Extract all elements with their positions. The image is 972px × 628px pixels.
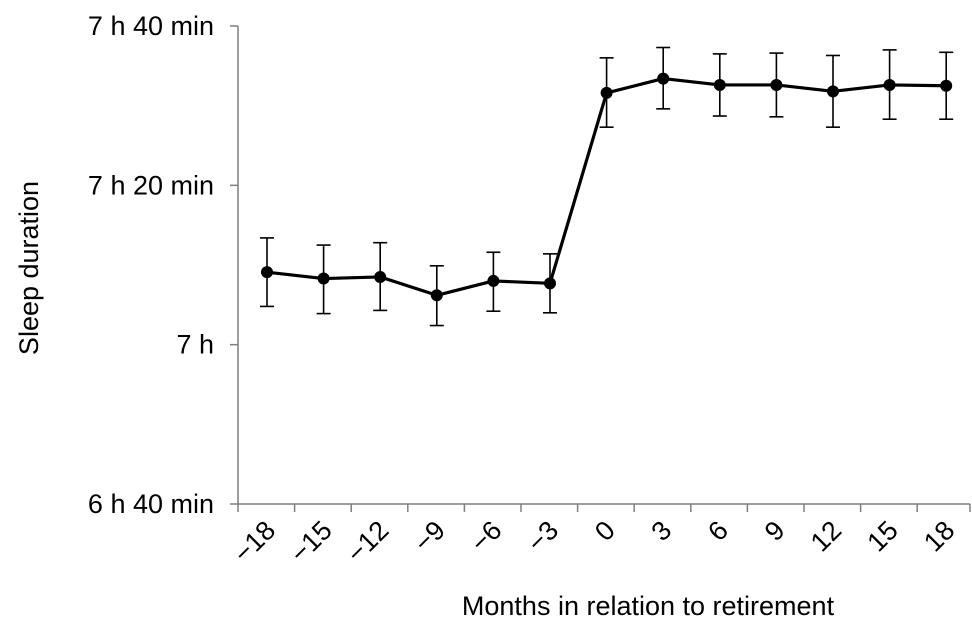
x-tick-label: −3 [521,515,564,558]
x-axis-ticks: −18 −15 −12 −9 −6 −3 0 3 6 9 12 15 18 [228,504,971,569]
x-tick-label: 9 [759,515,791,547]
data-point [657,72,670,85]
data-point [261,266,273,279]
data-point [883,78,896,91]
data-point [713,78,726,91]
data-point [770,78,783,91]
x-tick-label: 3 [646,515,678,547]
y-tick-label: 7 h 40 min [88,11,214,41]
y-tick-label: 6 h 40 min [88,489,214,519]
x-tick-label: 12 [805,515,847,557]
data-point [430,289,443,302]
axes [237,26,970,505]
data-point [600,86,613,99]
x-tick-label: 15 [861,515,903,557]
y-axis-label: Sleep duration [14,181,44,355]
y-tick-label: 7 h 20 min [88,170,214,200]
x-tick-label: −6 [465,515,508,558]
x-tick-label: −12 [341,515,395,569]
data-point [374,270,387,283]
data-point [827,85,839,98]
x-tick-label: 18 [918,515,960,557]
x-tick-label: 0 [589,515,621,547]
x-tick-label: −9 [408,515,451,558]
x-axis-label: Months in relation to retirement [462,591,835,621]
y-axis-ticks: 6 h 40 min 7 h 7 h 20 min 7 h 40 min [88,11,238,519]
x-tick-label: −18 [228,515,282,569]
y-tick-label: 7 h [176,330,214,360]
data-point [317,272,330,285]
data-point [544,277,556,290]
x-tick-label: 6 [702,515,734,547]
x-tick-label: −15 [284,515,338,569]
data-point [940,79,953,92]
series [261,72,953,302]
data-point [487,274,500,287]
